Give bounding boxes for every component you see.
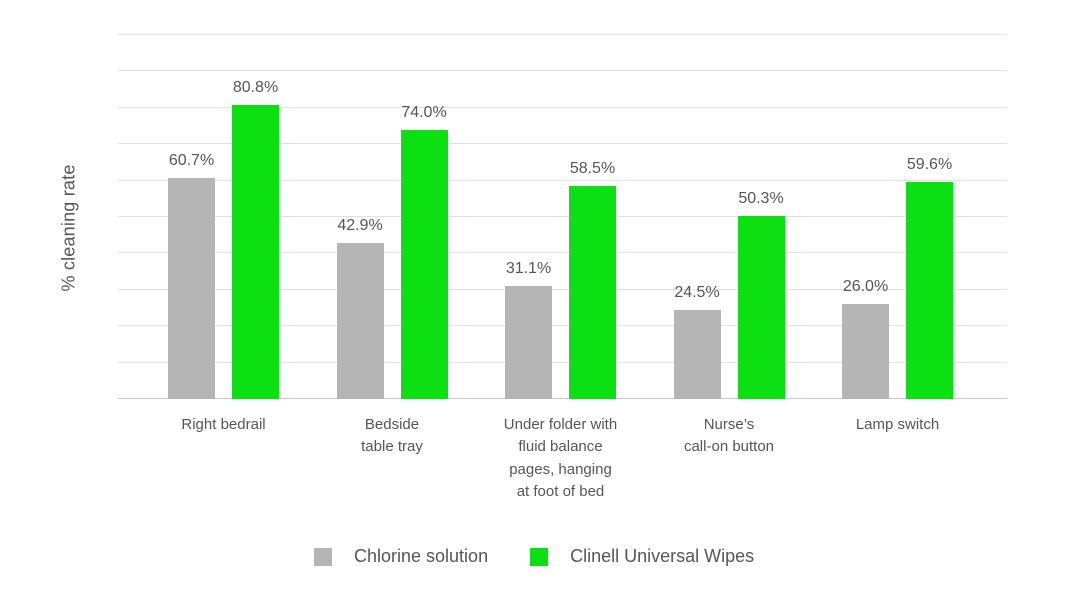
- gridline: [118, 34, 1007, 35]
- category-label: Lamp switch: [855, 416, 940, 433]
- value-label: 24.5%: [674, 283, 720, 301]
- legend-swatch-green: [530, 547, 549, 566]
- bar-clinell-wipes: [400, 129, 448, 399]
- category-label: Nurse’s call-on button: [683, 416, 775, 456]
- value-label: 58.5%: [569, 160, 616, 178]
- value-label: 60.7%: [168, 152, 215, 170]
- gridline: [118, 70, 1007, 72]
- bar-chlorine-solution: [505, 285, 552, 399]
- y-axis-title: % cleaning rate: [58, 164, 79, 292]
- category-label: Under folder with fluid balance pages, h…: [503, 416, 618, 501]
- bar-chlorine-solution: [336, 242, 384, 399]
- value-label: 80.8%: [232, 78, 279, 96]
- value-label: 42.9%: [337, 216, 383, 234]
- legend-item-clinell-wipes: Clinell Universal Wipes: [530, 546, 754, 567]
- bar-clinell-wipes: [737, 215, 785, 399]
- value-label: 31.1%: [505, 259, 552, 277]
- bar-clinell-wipes: [232, 104, 279, 399]
- value-label: 50.3%: [738, 189, 784, 207]
- plot-area: 60.7% 80.8% 42.9% 74.0% 31.1% 58.5% 24.5% 50.3%…: [118, 34, 1007, 399]
- value-label: 74.0%: [401, 103, 447, 121]
- bar-chlorine-solution: [168, 178, 215, 399]
- value-label: 59.6%: [906, 156, 953, 174]
- bar-chlorine-solution: [673, 309, 721, 399]
- legend-item-chlorine-solution: Chlorine solution: [314, 546, 488, 567]
- category-label: Right bedrail: [181, 416, 266, 433]
- legend: Chlorine solution Clinell Universal Wipe…: [314, 546, 754, 567]
- legend-label-chlorine-solution: Chlorine solution: [354, 546, 489, 566]
- legend-label-clinell-wipes: Clinell Universal Wipes: [570, 546, 755, 566]
- bar-chlorine-solution: [842, 304, 889, 399]
- bar-clinell-wipes: [569, 186, 616, 399]
- bar-clinell-wipes: [906, 182, 953, 399]
- category-label: Bedside table tray: [361, 416, 423, 456]
- value-label: 26.0%: [842, 278, 889, 296]
- legend-swatch-gray: [314, 547, 332, 566]
